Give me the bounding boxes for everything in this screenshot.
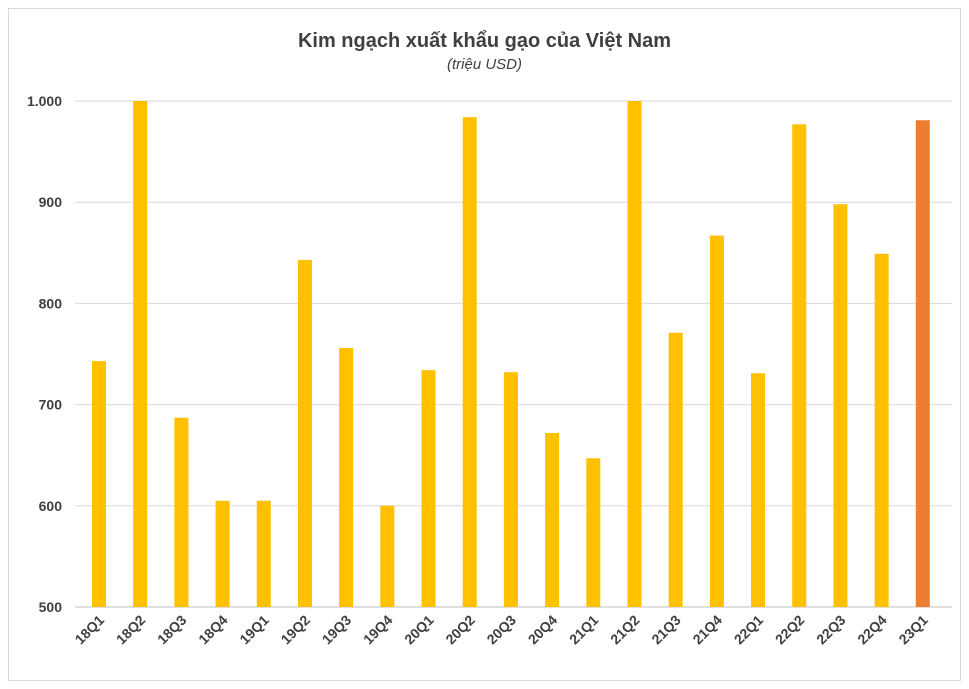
x-axis-ticks: 18Q1 18Q2 18Q3 18Q4 19Q1 19Q2 19Q3 19Q4 20Q1 20Q2… (72, 612, 931, 648)
y-tick-label: 500 (39, 599, 63, 615)
x-tick-label: 18Q3 (154, 612, 190, 648)
y-tick-label: 900 (39, 194, 63, 210)
x-tick-label: 21Q4 (689, 612, 725, 648)
bar-20Q2 (462, 117, 477, 607)
chart-subtitle: (triệu USD) (446, 56, 522, 73)
bar-21Q4 (709, 235, 724, 607)
chart-title: Kim ngạch xuất khẩu gạo của Việt Nam (297, 30, 672, 52)
x-tick-label: 21Q2 (607, 612, 643, 648)
y-tick-label: 800 (39, 295, 63, 311)
x-tick-label: 19Q2 (278, 612, 314, 648)
x-tick-label: 18Q4 (195, 612, 231, 648)
bar-18Q3 (174, 417, 189, 607)
x-tick-label: 19Q1 (236, 612, 272, 648)
x-tick-label: 21Q1 (566, 612, 602, 648)
x-tick-label: 19Q4 (360, 612, 396, 648)
bar-20Q1 (421, 370, 436, 607)
x-tick-label: 22Q3 (813, 612, 849, 648)
x-tick-label: 20Q1 (401, 612, 437, 648)
x-tick-label: 22Q2 (772, 612, 808, 648)
bar-19Q4 (380, 505, 395, 607)
bar-20Q3 (503, 372, 518, 607)
bar-19Q3 (339, 347, 354, 607)
x-tick-label: 22Q1 (731, 612, 767, 648)
bar-21Q3 (668, 332, 683, 607)
bar-19Q2 (297, 259, 312, 607)
x-tick-label: 20Q3 (483, 612, 519, 648)
y-tick-label: 600 (39, 498, 63, 514)
x-tick-label: 18Q1 (72, 612, 108, 648)
bar-20Q4 (545, 432, 560, 607)
bars (92, 101, 930, 607)
bar-22Q2 (792, 124, 807, 607)
x-tick-label: 22Q4 (854, 612, 890, 648)
x-tick-label: 19Q3 (319, 612, 355, 648)
x-tick-label: 20Q4 (525, 612, 561, 648)
bar-21Q2 (627, 101, 642, 607)
bar-18Q4 (215, 500, 230, 607)
bar-22Q1 (751, 373, 766, 607)
y-axis-ticks: 500 600 700 800 900 1.000 (27, 93, 62, 615)
x-tick-label: 21Q3 (648, 612, 684, 648)
bar-18Q1 (92, 361, 106, 607)
bar-22Q3 (833, 204, 848, 607)
bar-19Q1 (256, 500, 271, 607)
bar-18Q2 (133, 101, 148, 607)
bar-21Q1 (586, 458, 601, 607)
bar-22Q4 (874, 253, 889, 607)
x-tick-label: 20Q2 (442, 612, 478, 648)
bar-23Q1 (915, 120, 930, 607)
y-tick-label: 700 (39, 397, 63, 413)
y-tick-label: 1.000 (27, 93, 62, 109)
x-tick-label: 23Q1 (895, 612, 931, 648)
x-tick-label: 18Q2 (113, 612, 149, 648)
